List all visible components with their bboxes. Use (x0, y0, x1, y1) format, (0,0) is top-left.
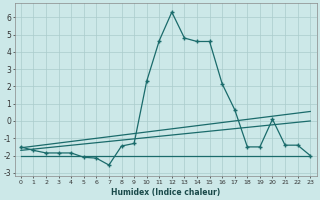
X-axis label: Humidex (Indice chaleur): Humidex (Indice chaleur) (111, 188, 220, 197)
